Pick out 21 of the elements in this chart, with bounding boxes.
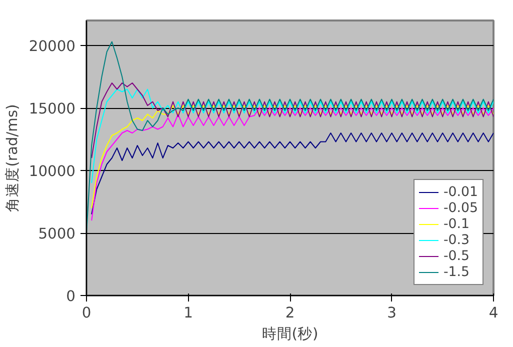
x-tick-label: 4	[488, 304, 498, 322]
legend-label: -0.05	[444, 200, 478, 216]
y-tick-label: 5000	[38, 226, 76, 242]
y-axis-title: 角速度(rad/ms)	[4, 104, 21, 212]
x-tick-label: 0	[82, 304, 92, 322]
x-tick-label: 3	[387, 304, 396, 322]
legend-label: -0.1	[444, 216, 470, 232]
x-tick-label: 2	[285, 304, 295, 322]
y-tick-label: 0	[66, 288, 76, 305]
x-axis-title: 時間(秒)	[262, 326, 318, 342]
legend-label: -1.5	[444, 264, 470, 280]
line-series	[91, 88, 494, 184]
x-tick-label: 1	[184, 304, 193, 322]
legend-label: -0.5	[444, 248, 470, 264]
line-series	[91, 132, 494, 215]
y-tick-label: 20000	[28, 38, 76, 55]
legend-label: -0.01	[444, 184, 478, 200]
line-series	[91, 82, 494, 158]
y-tick-label: 10000	[28, 163, 76, 180]
legend-label: -0.3	[444, 232, 470, 248]
y-tick-label: 15000	[28, 100, 76, 118]
